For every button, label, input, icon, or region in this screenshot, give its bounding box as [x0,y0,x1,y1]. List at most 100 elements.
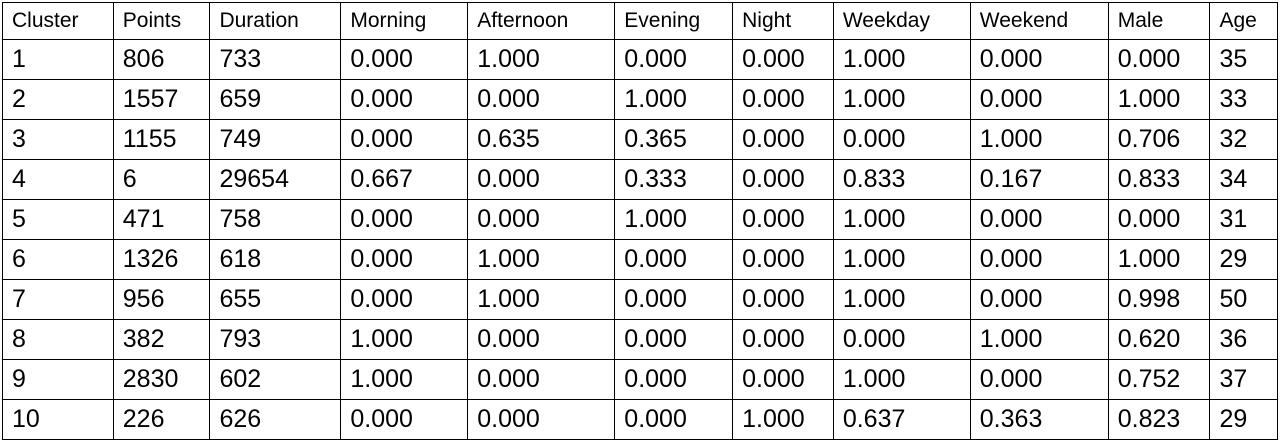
table-cell-afternoon: 1.000 [467,279,616,320]
table-cell-points: 1557 [112,79,211,120]
table-cell-afternoon: 0.635 [467,119,616,160]
table-cell-weekday: 0.000 [832,319,971,360]
table-cell-night: 0.000 [732,279,834,320]
table-cell-cluster: 7 [2,279,114,320]
table-cell-afternoon: 0.000 [467,319,616,360]
table-cell-weekend: 1.000 [969,319,1109,360]
table-cell-age: 36 [1209,319,1278,360]
column-header-evening: Evening [614,2,734,40]
table-cell-cluster: 4 [2,159,114,200]
table-cell-age: 37 [1209,359,1278,400]
table-cell-weekday: 1.000 [832,239,971,280]
table-cell-age: 32 [1209,119,1278,160]
column-header-afternoon: Afternoon [467,2,616,40]
table-cell-duration: 655 [209,279,342,320]
table-cell-weekend: 0.000 [969,239,1109,280]
table-cell-weekday: 1.000 [832,359,971,400]
table-cell-cluster: 6 [2,239,114,280]
table-cell-weekend: 0.000 [969,39,1109,80]
table-cell-morning: 1.000 [340,359,469,400]
table-cell-weekday: 1.000 [832,39,971,80]
table-cell-night: 0.000 [732,199,834,240]
table-cell-morning: 0.000 [340,119,469,160]
table-cell-evening: 0.365 [614,119,734,160]
table-cell-duration: 733 [209,39,342,80]
table-cell-male: 1.000 [1107,239,1211,280]
column-header-weekday: Weekday [832,2,971,40]
table-cell-points: 382 [112,319,211,360]
table-cell-night: 0.000 [732,79,834,120]
table-cell-male: 0.823 [1107,399,1211,440]
table-cell-weekend: 0.000 [969,199,1109,240]
table-cell-morning: 0.000 [340,79,469,120]
table-cell-evening: 0.000 [614,239,734,280]
table-cell-night: 1.000 [732,399,834,440]
column-header-points: Points [112,2,211,40]
table-cell-points: 956 [112,279,211,320]
table-cell-night: 0.000 [732,39,834,80]
column-header-duration: Duration [209,2,342,40]
table-row: 4 6 29654 0.667 0.000 0.333 0.000 0.833 0.167 0.8… [2,159,1278,200]
table-cell-duration: 618 [209,239,342,280]
table-cell-afternoon: 0.000 [467,159,616,200]
table-cell-points: 6 [112,159,211,200]
table-row: 1 806 733 0.000 1.000 0.000 0.000 1.000 0.000 0.0… [2,39,1278,80]
table-cell-night: 0.000 [732,319,834,360]
table-cell-age: 33 [1209,79,1278,120]
table-cell-male: 0.752 [1107,359,1211,400]
table-cell-male: 0.833 [1107,159,1211,200]
table-cell-morning: 0.000 [340,399,469,440]
table-cell-age: 29 [1209,399,1278,440]
table-cell-evening: 0.333 [614,159,734,200]
table-cell-afternoon: 0.000 [467,199,616,240]
table-cell-age: 35 [1209,39,1278,80]
table-cell-evening: 0.000 [614,399,734,440]
table-cell-afternoon: 0.000 [467,359,616,400]
table-cell-age: 50 [1209,279,1278,320]
table-cell-age: 31 [1209,199,1278,240]
table-cell-morning: 0.000 [340,239,469,280]
table-cell-age: 29 [1209,239,1278,280]
column-header-night: Night [732,2,834,40]
table-row: 2 1557 659 0.000 0.000 1.000 0.000 1.000 0.000 1.… [2,79,1278,120]
table-cell-male: 1.000 [1107,79,1211,120]
table-row: 9 2830 602 1.000 0.000 0.000 0.000 1.000 0.000 0.… [2,359,1278,400]
table-cell-afternoon: 1.000 [467,39,616,80]
table-cell-cluster: 1 [2,39,114,80]
table-cell-night: 0.000 [732,159,834,200]
column-header-male: Male [1107,2,1211,40]
table-cell-weekend: 0.167 [969,159,1109,200]
table-row: 7 956 655 0.000 1.000 0.000 0.000 1.000 0.000 0.9… [2,279,1278,320]
table-cell-weekday: 1.000 [832,79,971,120]
column-header-age: Age [1209,2,1278,40]
header-row: Cluster Points Duration Morning Afternoon Eve… [2,2,1278,40]
table-cell-morning: 1.000 [340,319,469,360]
table-cell-cluster: 2 [2,79,114,120]
table-cell-afternoon: 0.000 [467,79,616,120]
table-cell-points: 806 [112,39,211,80]
table-cell-duration: 749 [209,119,342,160]
table-cell-cluster: 9 [2,359,114,400]
table-cell-evening: 0.000 [614,319,734,360]
table-cell-duration: 602 [209,359,342,400]
table-cell-night: 0.000 [732,359,834,400]
table-cell-male: 0.000 [1107,39,1211,80]
table-cell-afternoon: 1.000 [467,239,616,280]
table-cell-age: 34 [1209,159,1278,200]
table-cell-duration: 626 [209,399,342,440]
table-row: 6 1326 618 0.000 1.000 0.000 0.000 1.000 0.000 1.… [2,239,1278,280]
table-cell-male: 0.998 [1107,279,1211,320]
table-cell-evening: 0.000 [614,39,734,80]
table-cell-evening: 1.000 [614,79,734,120]
column-header-morning: Morning [340,2,469,40]
table-row: 5 471 758 0.000 0.000 1.000 0.000 1.000 0.000 0.0… [2,199,1278,240]
table-cell-weekend: 0.363 [969,399,1109,440]
table-cell-points: 226 [112,399,211,440]
table-cell-duration: 793 [209,319,342,360]
table-cell-morning: 0.667 [340,159,469,200]
table-cell-cluster: 8 [2,319,114,360]
table-cell-afternoon: 0.000 [467,399,616,440]
table-cell-male: 0.706 [1107,119,1211,160]
